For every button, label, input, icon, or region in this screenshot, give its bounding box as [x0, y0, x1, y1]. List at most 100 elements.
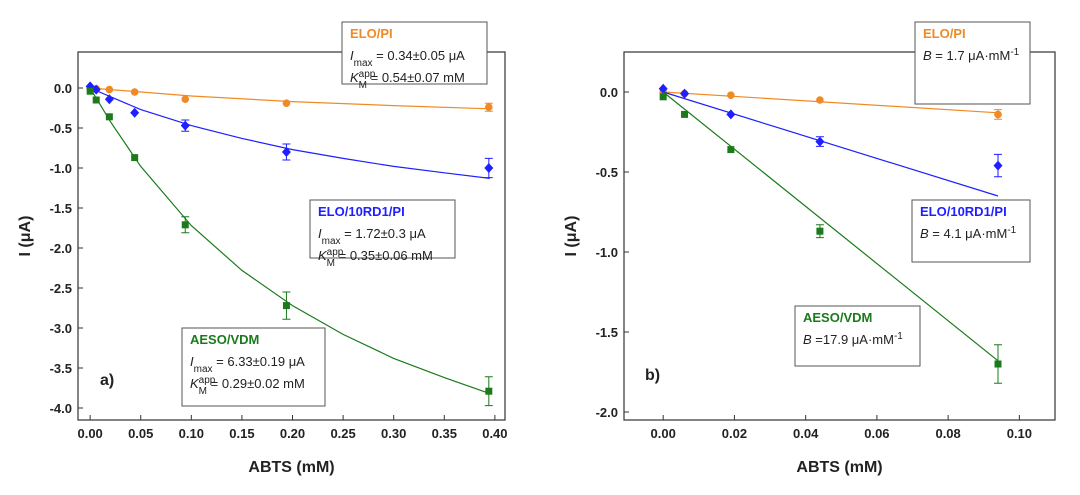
plot-frame [77, 51, 506, 421]
x-tick-label: 0.08 [935, 426, 960, 441]
annotation-title: ELO/10RD1/PI [318, 204, 405, 219]
annotation-segment: = 1.72±0.3 μA [341, 226, 426, 241]
x-tick-label: 0.10 [1007, 426, 1032, 441]
data-point [659, 93, 667, 101]
annotation-segment: app [359, 69, 376, 80]
annotation-segment: max [194, 364, 213, 375]
data-point [726, 109, 736, 120]
data-point [282, 99, 291, 107]
x-tick-label: 0.06 [864, 426, 889, 441]
y-tick-label: -1.5 [50, 201, 72, 216]
x-tick-label: 0.00 [77, 426, 102, 441]
annotation-segment: K [190, 376, 200, 391]
annotation-box [309, 199, 456, 259]
annotation-text: Imax = 1.72±0.3 μA [318, 226, 426, 247]
y-tick-label: -1.0 [596, 245, 618, 260]
y-tick-label: -1.5 [596, 325, 618, 340]
annotation-segment: I [318, 226, 322, 241]
plot-frame [623, 51, 1056, 421]
annotation-segment: K [318, 248, 328, 263]
data-point [485, 103, 493, 111]
annotation-segment: I [350, 48, 354, 63]
y-tick-label: -3.0 [50, 321, 72, 336]
annotation-segment: B [923, 48, 932, 63]
y-tick-label: -2.0 [596, 405, 618, 420]
fit-line [662, 91, 999, 362]
y-tick-label: 0.0 [54, 81, 72, 96]
data-point [680, 88, 690, 99]
annotation-title: AESO/VDM [803, 310, 872, 325]
annotation-segment: M [199, 386, 207, 397]
y-tick-label: -2.0 [50, 241, 72, 256]
fit-line [663, 91, 999, 197]
data-point [86, 87, 94, 95]
annotation-text: B = 1.7 μA·mM-1 [923, 47, 1020, 64]
data-point [994, 360, 1002, 368]
data-point [105, 113, 113, 121]
data-point [658, 83, 668, 94]
annotation-title: ELO/10RD1/PI [920, 204, 1007, 219]
annotation-segment: M [327, 258, 335, 269]
annotation-text: Imax = 0.34±0.05 μA [350, 48, 465, 69]
data-point [282, 302, 290, 310]
annotation-box [914, 21, 1031, 105]
annotation-text: Imax = 6.33±0.19 μA [190, 354, 305, 375]
annotation-segment: = 0.35±0.06 mM [335, 248, 433, 263]
data-point [816, 227, 824, 235]
x-tick-label: 0.10 [179, 426, 204, 441]
x-tick-label: 0.00 [651, 426, 676, 441]
annotation-segment: max [322, 236, 341, 247]
data-point [816, 96, 824, 104]
data-point [104, 94, 114, 105]
annotation-text: B =17.9 μA·mM-1 [803, 331, 903, 348]
annotation-segment: -1 [894, 331, 903, 342]
panel-label: b) [645, 367, 660, 384]
y-tick-label: -1.0 [50, 161, 72, 176]
annotation-segment: = 6.33±0.19 μA [213, 354, 306, 369]
annotation-text: B = 4.1 μA·mM-1 [920, 225, 1017, 242]
x-tick-label: 0.30 [381, 426, 406, 441]
annotation-segment: =17.9 μA·mM [812, 332, 894, 347]
annotation-segment: max [354, 58, 373, 69]
annotation-title: ELO/PI [350, 26, 393, 41]
annotation-segment: -1 [1007, 225, 1016, 236]
x-tick-label: 0.40 [482, 426, 507, 441]
annotation-box [181, 327, 326, 407]
annotation-segment: M [359, 80, 367, 91]
annotation-segment: K [350, 70, 360, 85]
x-tick-label: 0.35 [432, 426, 457, 441]
x-tick-label: 0.02 [722, 426, 747, 441]
annotation-box [794, 305, 921, 367]
annotation-title: AESO/VDM [190, 332, 259, 347]
annotation-segment: = 0.34±0.05 μA [373, 48, 466, 63]
data-point [130, 107, 140, 118]
annotation-text: Kapp M = 0.54±0.07 mM [350, 69, 465, 91]
annotation-segment: app [327, 247, 344, 258]
annotation-text: Kapp M = 0.35±0.06 mM [318, 247, 433, 269]
data-point [994, 110, 1002, 119]
data-point [91, 84, 101, 95]
data-point [131, 154, 139, 162]
x-tick-label: 0.20 [280, 426, 305, 441]
x-tick-label: 0.04 [793, 426, 819, 441]
fit-line [663, 91, 999, 114]
annotation-segment: = 0.54±0.07 mM [367, 70, 465, 85]
annotation-box [911, 199, 1031, 263]
annotation-segment: I [190, 354, 194, 369]
annotation-segment: = 1.7 μA·mM [932, 48, 1011, 63]
annotation-text: Kapp M = 0.29±0.02 mM [190, 375, 305, 397]
y-tick-label: -2.5 [50, 281, 72, 296]
panel-label: a) [100, 372, 114, 389]
annotation-segment: -1 [1010, 47, 1019, 58]
fit-line [89, 87, 490, 179]
x-tick-label: 0.15 [229, 426, 254, 441]
annotation-box [341, 21, 488, 85]
annotation-segment: = 4.1 μA·mM [929, 226, 1008, 241]
y-tick-label: -4.0 [50, 401, 72, 416]
data-point [485, 387, 493, 395]
data-point [181, 95, 190, 103]
annotation-segment: = 0.29±0.02 mM [207, 376, 305, 391]
x-tick-label: 0.25 [330, 426, 355, 441]
y-tick-label: 0.0 [600, 85, 618, 100]
